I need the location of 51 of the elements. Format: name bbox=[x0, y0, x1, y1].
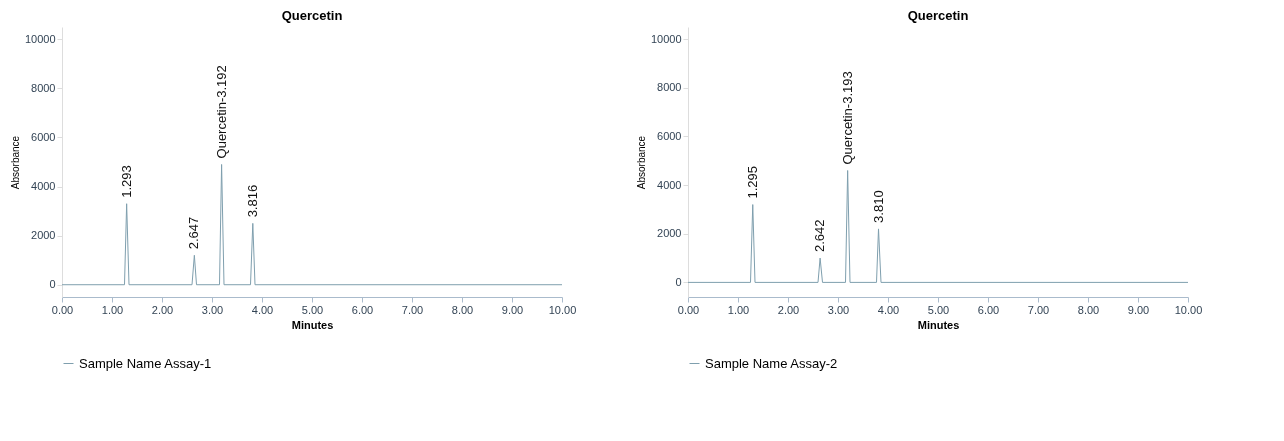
x-tick-label: 3.00 bbox=[827, 303, 850, 316]
annotation: 1.293 bbox=[118, 165, 134, 198]
y-tick-label: 8000 bbox=[657, 81, 682, 94]
x-tick-label: 7.00 bbox=[1027, 303, 1050, 316]
y-tick-label: 10000 bbox=[24, 32, 56, 45]
y-tick-label: 4000 bbox=[657, 178, 682, 191]
annotation: 2.647 bbox=[186, 216, 202, 250]
x-tick-label: 8.00 bbox=[451, 303, 474, 316]
annotation: Quercetin-3.193 bbox=[839, 71, 855, 165]
annotation: Quercetin-3.192 bbox=[213, 65, 229, 159]
x-tick-label: 4.00 bbox=[877, 303, 900, 316]
y-tick-label: 0 bbox=[675, 275, 682, 288]
x-tick-label: 6.00 bbox=[977, 303, 1000, 316]
x-tick-label: 7.00 bbox=[401, 303, 424, 316]
annotation: 3.816 bbox=[244, 184, 260, 218]
chart-title: Quercetin bbox=[281, 8, 343, 23]
y-tick-label: 2000 bbox=[31, 229, 56, 242]
x-tick-label: 1.00 bbox=[101, 303, 124, 316]
y-axis-title: Absorbance bbox=[9, 135, 21, 190]
x-tick-label: 5.00 bbox=[927, 303, 950, 316]
x-tick-label: 9.00 bbox=[1127, 303, 1150, 316]
y-tick-label: 10000 bbox=[650, 32, 682, 45]
x-tick-label: 2.00 bbox=[151, 303, 174, 316]
line-series bbox=[61, 163, 563, 286]
y-tick-label: 6000 bbox=[657, 129, 682, 142]
y-tick-label: 2000 bbox=[657, 227, 682, 240]
chart-title: Quercetin bbox=[907, 8, 969, 23]
x-tick-label: 10.00 bbox=[1174, 303, 1203, 316]
x-tick-label: 9.00 bbox=[501, 303, 524, 316]
x-tick-label: 2.00 bbox=[777, 303, 800, 316]
annotation: 1.295 bbox=[744, 166, 760, 199]
x-axis-title: Minutes bbox=[291, 318, 334, 331]
x-tick-label: 5.00 bbox=[301, 303, 324, 316]
x-tick-label: 10.00 bbox=[548, 303, 577, 316]
legend-label: Sample Name Assay-1 bbox=[79, 355, 212, 371]
x-tick-label: 6.00 bbox=[351, 303, 374, 316]
y-tick-label: 4000 bbox=[31, 180, 56, 193]
y-tick-label: 6000 bbox=[31, 130, 56, 143]
legend-label: Sample Name Assay-2 bbox=[705, 355, 838, 371]
x-tick-label: 4.00 bbox=[251, 303, 274, 316]
x-tick-label: 0.00 bbox=[51, 303, 74, 316]
annotation: 3.810 bbox=[870, 190, 886, 223]
x-tick-label: 3.00 bbox=[201, 303, 224, 316]
y-tick-label: 8000 bbox=[31, 81, 56, 94]
x-tick-label: 1.00 bbox=[727, 303, 750, 316]
y-axis-title: Absorbance bbox=[635, 135, 647, 190]
y-tick-label: 0 bbox=[49, 278, 56, 291]
x-tick-label: 0.00 bbox=[677, 303, 700, 316]
x-tick-label: 8.00 bbox=[1077, 303, 1100, 316]
annotation: 2.642 bbox=[812, 219, 828, 253]
x-axis-title: Minutes bbox=[917, 318, 960, 331]
